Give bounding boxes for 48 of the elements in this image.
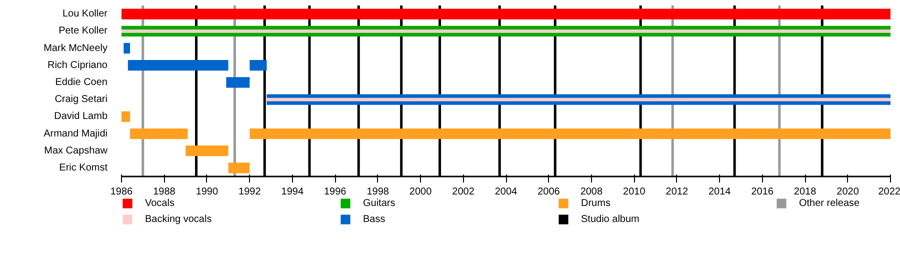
legend-label: Bass [363,213,386,225]
legend-label: Vocals [145,197,176,209]
y-tick-label: Pete Koller [58,26,108,37]
x-tick-label: 2022 [878,186,900,198]
y-tick-label: Eddie Coen [55,76,108,88]
bar [122,111,130,122]
y-tick-label: Rich Cipriano [47,60,108,71]
y-tick-label: Lou Koller [62,8,108,20]
x-tick-label: 1994 [281,186,304,198]
legend-label: Studio album [581,213,640,225]
legend-label: Drums [581,197,612,209]
bar [122,29,890,33]
y-tick-label: Eric Komst [59,162,108,174]
legend-label: Guitars [363,197,396,209]
x-tick-label: 2018 [794,186,817,198]
x-tick-label: 2010 [623,186,646,198]
bar [186,146,228,156]
bar [226,77,250,88]
bar [250,128,890,140]
x-tick-label: 1996 [324,186,347,198]
bar [250,60,267,71]
x-tick-label: 1998 [366,186,390,198]
x-tick-label: 2006 [538,186,560,198]
x-tick-label: 2012 [666,186,688,198]
y-tick-label: Craig Setari [54,94,108,106]
x-tick-label: 2016 [751,186,774,198]
x-tick-label: 1988 [153,186,176,198]
x-tick-label: 2020 [836,186,860,198]
legend-label: Other release [799,197,861,209]
bar [266,98,890,102]
y-tick-label: Mark McNeely [44,42,108,54]
x-tick-label: 1992 [238,186,262,198]
x-tick-label: 1990 [196,186,219,198]
x-tick-label: 2002 [452,186,475,198]
legend-label: Backing vocals [145,213,213,225]
bar [130,128,188,140]
bar [128,60,228,71]
bar [124,42,130,54]
y-tick-label: David Lamb [54,111,108,122]
x-tick-label: 2000 [409,186,432,198]
bar [228,162,250,174]
bar [122,8,890,20]
x-tick-label: 2004 [494,186,518,198]
x-tick-label: 1986 [110,186,134,198]
y-tick-label: Armand Majidi [44,128,108,140]
x-tick-label: 2014 [708,186,732,198]
y-tick-label: Max Capshaw [44,145,108,156]
x-tick-label: 2008 [580,186,604,198]
